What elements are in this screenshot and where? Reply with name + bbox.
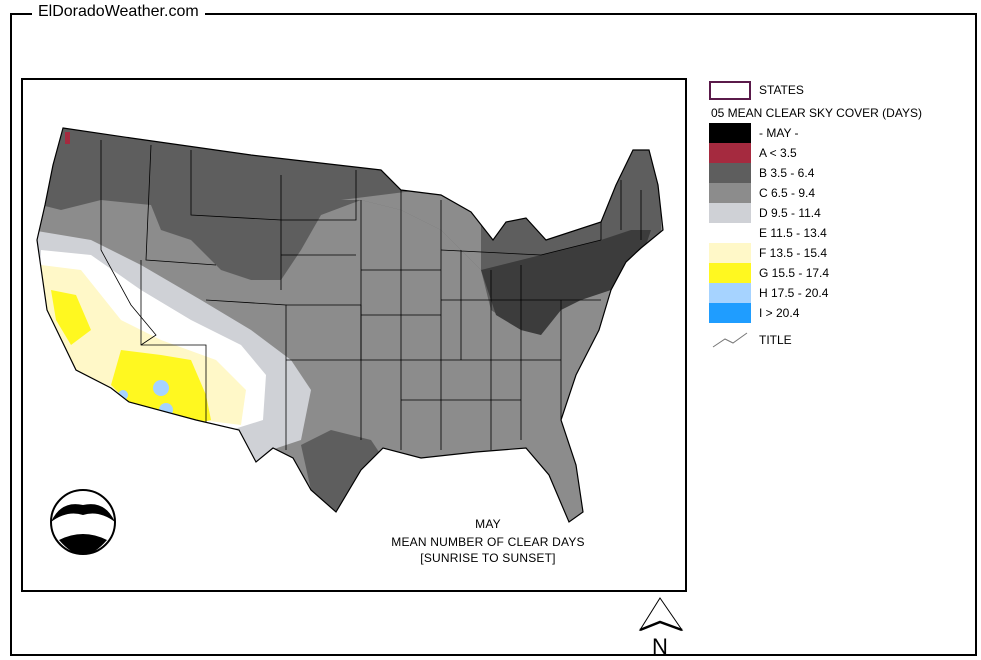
legend-item: G 15.5 - 17.4 [709,263,829,283]
north-arrow-icon: N [638,597,684,658]
legend-swatch [709,223,751,243]
legend-item: F 13.5 - 15.4 [709,243,827,263]
legend-label: F 13.5 - 15.4 [759,246,828,260]
legend-item: - MAY - [709,123,799,143]
legend-swatch [709,123,751,143]
legend-swatch [709,243,751,263]
state-lines [100,140,642,450]
legend-swatch [709,283,751,303]
caption-title: MEAN NUMBER OF CLEAR DAYS [391,535,585,549]
legend-label: - MAY - [759,126,799,140]
map-frame: MAY MEAN NUMBER OF CLEAR DAYS [SUNRISE T… [21,78,687,592]
caption-month: MAY [475,517,501,531]
site-title[interactable]: ElDoradoWeather.com [32,3,205,21]
legend-swatch [709,303,751,323]
legend-label: C 6.5 - 9.4 [759,186,816,200]
legend-item: C 6.5 - 9.4 [709,183,815,203]
states-swatch [709,80,751,100]
legend-label: G 15.5 - 17.4 [759,266,830,280]
title-line-icon [712,332,748,348]
zone-b-texas [301,430,391,520]
legend-item: A < 3.5 [709,143,797,163]
legend-states: STATES [709,80,804,100]
states-label: STATES [759,83,804,97]
legend-label: A < 3.5 [759,146,797,160]
legend-item: E 11.5 - 13.4 [709,223,827,243]
legend-swatch [709,203,751,223]
zone-a-wa [65,132,70,144]
zone-g-ca [51,290,91,345]
zone-b-east [481,230,651,335]
legend-label: E 11.5 - 13.4 [759,226,827,240]
legend-swatch [709,143,751,163]
legend-title-line: TITLE [709,330,792,350]
legend-item: B 3.5 - 6.4 [709,163,814,183]
legend-swatch [709,163,751,183]
legend-item: D 9.5 - 11.4 [709,203,821,223]
outer-frame [10,13,977,656]
north-label: N [652,634,668,658]
legend-label: B 3.5 - 6.4 [759,166,815,180]
legend-swatch [709,183,751,203]
legend-swatch [709,263,751,283]
title-line-label: TITLE [759,333,792,347]
legend-item: H 17.5 - 20.4 [709,283,828,303]
legend-label: D 9.5 - 11.4 [759,206,821,220]
zone-h-2 [159,403,173,417]
legend-label: I > 20.4 [759,306,800,320]
legend-item: I > 20.4 [709,303,799,323]
noaa-logo [50,489,116,555]
caption-sub: [SUNRISE TO SUNSET] [420,551,556,565]
legend-label: H 17.5 - 20.4 [759,286,829,300]
legend-title: 05 MEAN CLEAR SKY COVER (DAYS) [711,106,922,120]
zone-c-lakes [341,190,481,270]
zone-h-1 [153,380,169,396]
us-map [36,127,664,555]
